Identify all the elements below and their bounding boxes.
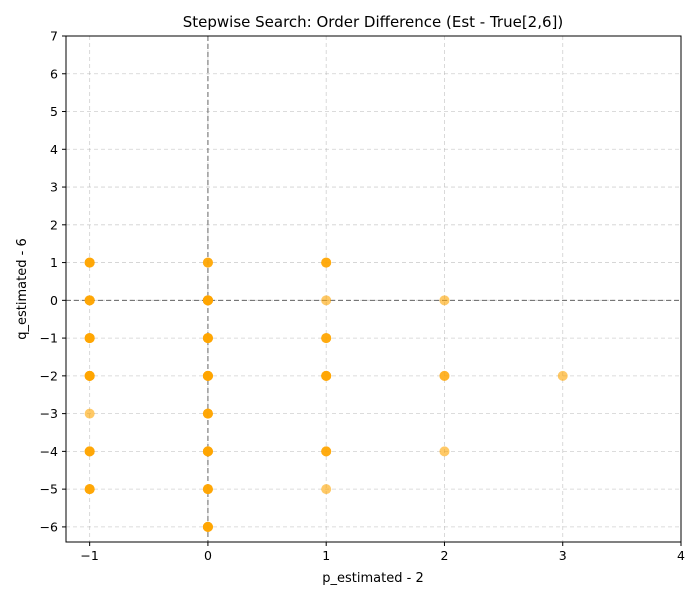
x-tick-label: 1 (322, 548, 330, 563)
data-point (439, 295, 450, 306)
y-tick-label: 2 (50, 217, 58, 232)
data-point (84, 333, 95, 344)
x-axis-label: p_estimated - 2 (322, 571, 423, 586)
data-point (202, 408, 213, 419)
x-tick-label: 0 (204, 548, 212, 563)
data-point (439, 370, 450, 381)
y-tick-label: 1 (50, 255, 58, 270)
y-tick-label: −2 (40, 368, 58, 383)
y-tick-label: −4 (40, 444, 58, 459)
data-point (84, 408, 95, 419)
data-point (321, 257, 332, 268)
data-point (321, 446, 332, 457)
y-tick-label: −6 (40, 519, 58, 534)
y-tick-label: −5 (40, 482, 58, 497)
data-point (321, 333, 332, 344)
y-tick-label: 5 (50, 104, 58, 119)
x-tick-label: −1 (80, 548, 98, 563)
data-point (202, 484, 213, 495)
data-point (84, 257, 95, 268)
data-point (202, 521, 213, 532)
y-tick-label: 7 (50, 29, 58, 44)
data-point (84, 484, 95, 495)
data-point (84, 370, 95, 381)
x-tick-label: 2 (440, 548, 448, 563)
reference-lines (66, 36, 681, 542)
plot-frame (65, 35, 682, 543)
x-axis-ticks: −1 0 1 2 3 4 (80, 542, 685, 563)
data-point (84, 446, 95, 457)
data-point (202, 295, 213, 306)
y-tick-label: −1 (40, 331, 58, 346)
x-tick-label: 3 (559, 548, 567, 563)
data-points (84, 257, 568, 532)
y-tick-label: −3 (40, 406, 58, 421)
y-tick-label: 6 (50, 66, 58, 81)
y-axis-ticks: −6 −5 −4 −3 −2 −1 0 1 2 3 4 5 6 7 (40, 29, 66, 534)
data-point (202, 446, 213, 457)
data-point (321, 484, 332, 495)
grid-layer (66, 35, 682, 542)
data-point (202, 370, 213, 381)
chart-title: Stepwise Search: Order Difference (Est -… (183, 13, 564, 31)
data-point (439, 446, 450, 457)
data-point (557, 370, 568, 381)
x-tick-label: 4 (677, 548, 685, 563)
data-point (321, 295, 332, 306)
y-tick-label: 4 (50, 142, 58, 157)
data-point (202, 333, 213, 344)
y-tick-label: 3 (50, 180, 58, 195)
data-point (202, 257, 213, 268)
y-tick-label: 0 (50, 293, 58, 308)
data-point (321, 370, 332, 381)
y-axis-label: q_estimated - 6 (15, 238, 30, 339)
data-point (84, 295, 95, 306)
